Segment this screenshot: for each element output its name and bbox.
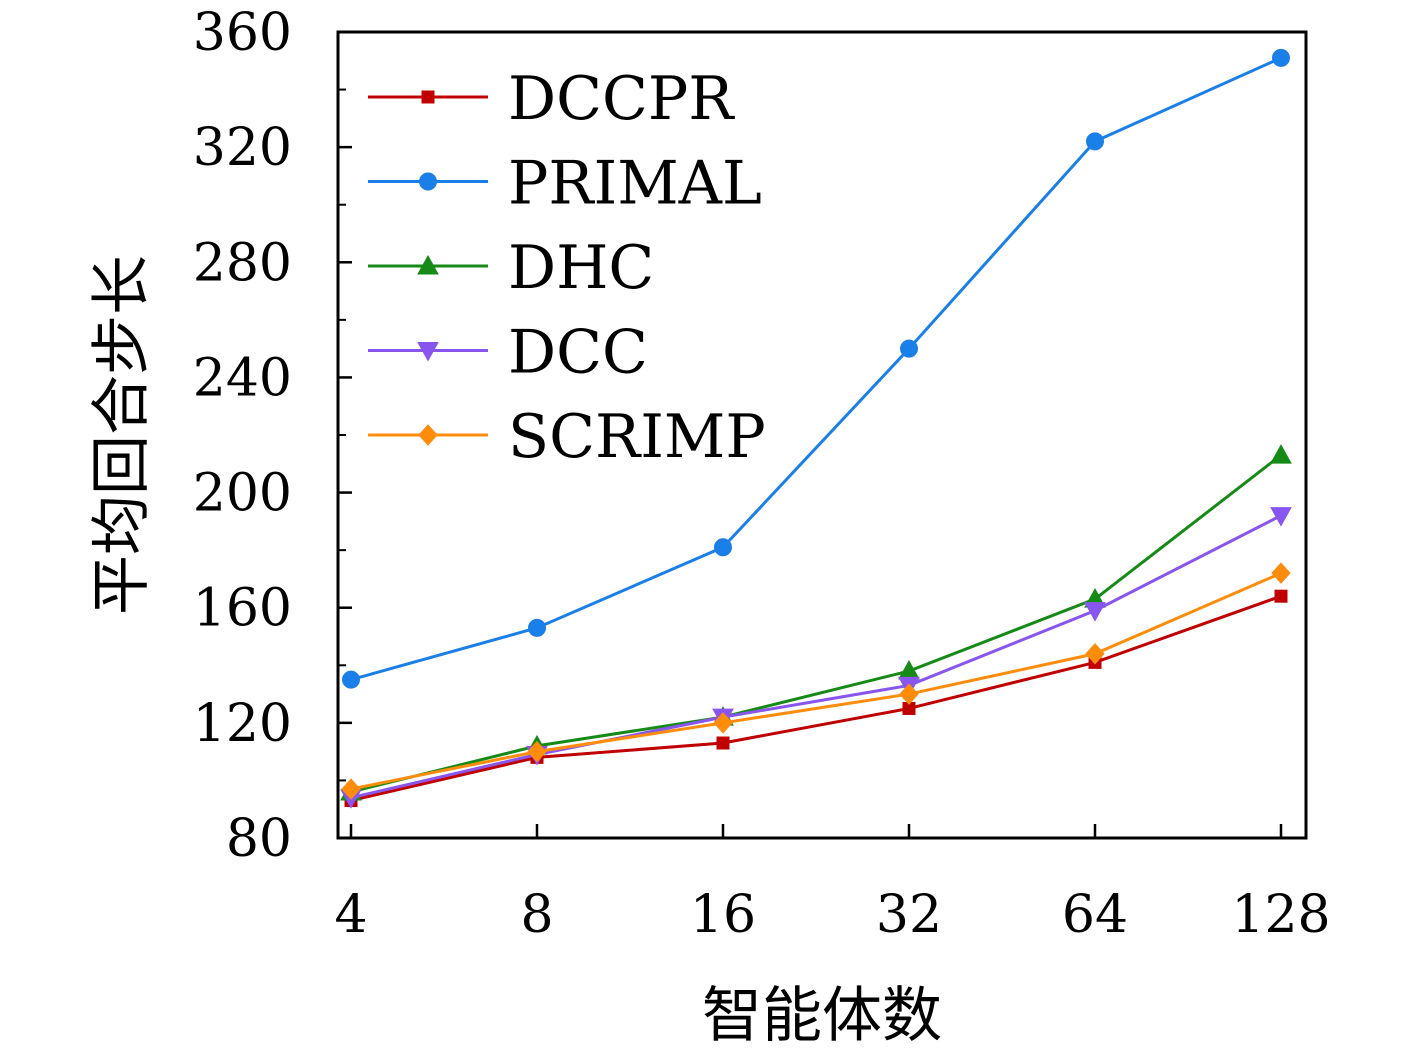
data-point-primal bbox=[342, 670, 360, 689]
x-tick-label: 16 bbox=[690, 885, 756, 945]
legend-label: DCCPR bbox=[508, 64, 735, 134]
legend-label: SCRIMP bbox=[508, 402, 766, 472]
y-tick-label: 280 bbox=[193, 233, 292, 293]
data-point-primal bbox=[1086, 132, 1104, 151]
data-point-scrimp bbox=[1085, 643, 1105, 665]
x-axis-title: 智能体数 bbox=[702, 981, 942, 1051]
y-tick-label: 320 bbox=[193, 118, 292, 178]
x-tick-label: 8 bbox=[520, 885, 553, 945]
plot-frame bbox=[336, 30, 1308, 840]
data-point-scrimp bbox=[1271, 562, 1291, 584]
x-tick-label: 32 bbox=[876, 885, 942, 945]
y-tick-label: 360 bbox=[193, 3, 292, 63]
data-point-scrimp bbox=[713, 712, 733, 734]
legend-item-scrimp: SCRIMP bbox=[368, 402, 766, 472]
data-point-dhc bbox=[1270, 444, 1292, 464]
y-tick-label: 80 bbox=[226, 809, 292, 869]
y-tick-label: 160 bbox=[193, 579, 292, 639]
series-line-scrimp bbox=[350, 571, 1282, 791]
series-line-primal bbox=[350, 56, 1282, 682]
y-axis-ticks: 80 120 160 200 240 280 320 360 bbox=[193, 3, 352, 869]
legend-item-dccpr: DCCPR bbox=[368, 64, 735, 134]
data-point-scrimp bbox=[341, 778, 361, 800]
data-point-dcc bbox=[1084, 602, 1106, 622]
legend-label: DHC bbox=[508, 233, 654, 303]
series-primal bbox=[342, 48, 1290, 689]
legend-item-dhc: DHC bbox=[368, 233, 654, 303]
y-tick-label: 240 bbox=[193, 348, 292, 408]
legend: DCCPR PRIMAL DHC DCC SCRIMP bbox=[368, 64, 766, 472]
data-point-primal bbox=[714, 538, 732, 557]
data-point-dccpr bbox=[716, 736, 730, 750]
legend-marker bbox=[421, 90, 435, 104]
data-point-primal bbox=[1272, 48, 1290, 67]
series-layer bbox=[340, 48, 1292, 809]
series-line-dhc bbox=[350, 453, 1282, 794]
series-line-dccpr bbox=[350, 594, 1282, 803]
data-point-primal bbox=[528, 618, 546, 637]
data-point-primal bbox=[900, 339, 918, 358]
legend-label: PRIMAL bbox=[508, 149, 762, 219]
data-point-dcc bbox=[1270, 507, 1292, 527]
series-dhc bbox=[340, 444, 1292, 801]
x-tick-label: 64 bbox=[1062, 885, 1128, 945]
legend-item-dcc: DCC bbox=[368, 318, 648, 388]
series-line-dcc bbox=[350, 514, 1282, 800]
legend-marker bbox=[417, 342, 439, 362]
x-axis-ticks: 4 8 16 32 64 128 bbox=[334, 824, 1331, 945]
y-axis-title: 平均回合步长 bbox=[87, 255, 157, 615]
legend-item-primal: PRIMAL bbox=[368, 149, 762, 219]
legend-label: DCC bbox=[508, 318, 648, 388]
legend-marker bbox=[417, 254, 439, 275]
legend-marker bbox=[418, 424, 438, 446]
x-tick-label: 4 bbox=[334, 885, 367, 945]
data-point-scrimp bbox=[899, 683, 919, 705]
legend-marker bbox=[419, 172, 437, 191]
y-tick-label: 120 bbox=[193, 694, 292, 754]
data-point-dccpr bbox=[1274, 589, 1288, 603]
x-tick-label: 128 bbox=[1231, 885, 1330, 945]
data-point-scrimp bbox=[527, 740, 547, 763]
series-dccpr bbox=[344, 589, 1288, 808]
series-scrimp bbox=[341, 562, 1291, 800]
data-point-dhc bbox=[898, 660, 920, 680]
y-tick-label: 200 bbox=[193, 464, 292, 524]
